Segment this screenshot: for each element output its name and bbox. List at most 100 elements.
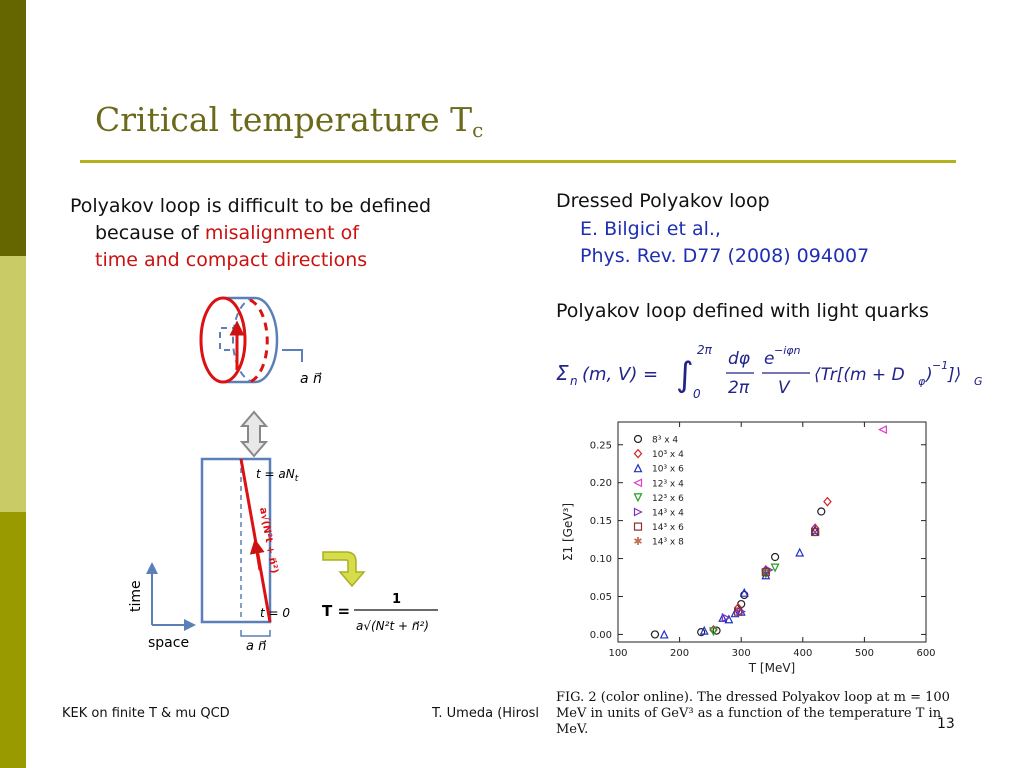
- left-text-highlight1: misalignment of: [204, 222, 359, 244]
- left-text-line2: because of misalignment of: [95, 220, 359, 246]
- axis-space-label: space: [148, 635, 189, 651]
- t-formula-denominator: a√(N²t + n⃗²): [356, 619, 429, 633]
- data-point: [810, 524, 820, 534]
- data-point: [712, 626, 721, 635]
- accent-band-middle: [0, 256, 26, 512]
- x-tick-label: 400: [793, 648, 812, 659]
- data-point: [810, 523, 820, 534]
- formula-tail-sub2: G: [974, 375, 983, 388]
- footer-left: KEK on finite T & mu QCD: [62, 706, 230, 721]
- data-point: [878, 425, 887, 435]
- formula-lhs: Σ: [556, 361, 569, 385]
- y-tick-label: 0.25: [590, 440, 612, 451]
- hook-arrow-icon: [322, 551, 366, 588]
- y-axis-label: Σ1 [GeV³]: [561, 503, 575, 561]
- data-point: [811, 527, 820, 537]
- reference-authors: E. Bilgici et al.,: [580, 218, 721, 240]
- legend-marker: [633, 448, 643, 459]
- data-point: [699, 625, 709, 635]
- y-tick-label: 0.10: [590, 554, 612, 565]
- legend-entry: 8³ x 4: [652, 436, 678, 446]
- formula-frac2-num: e: [764, 349, 774, 369]
- formula-tail-exp: −1: [932, 359, 948, 372]
- formula-upper: 2π: [697, 343, 713, 357]
- data-point: [709, 627, 718, 637]
- data-point: [770, 552, 780, 562]
- label-an-top: a n⃗: [300, 371, 322, 387]
- dressed-loop-chart: 100 200 300 400 500 600 0.00 0.05 0.10 0.15 0.20 0.…: [561, 421, 936, 675]
- title-divider: [80, 160, 956, 163]
- formula-frac1-den: 2π: [728, 378, 750, 398]
- data-point: [770, 563, 780, 573]
- figure-caption: FIG. 2 (color online). The dressed Polya…: [556, 690, 950, 737]
- legend-marker: [633, 434, 643, 444]
- legend-entry: 14³ x 6: [652, 523, 684, 533]
- formula-lower: 0: [693, 387, 701, 401]
- formula-frac2-exp: −iφn: [774, 344, 801, 357]
- diagonal-arrow-icon: [249, 538, 265, 571]
- t-formula-numerator: 1: [392, 592, 401, 607]
- data-point: [659, 629, 669, 639]
- legend-entry: 10³ x 4: [652, 450, 684, 460]
- x-tick-label: 300: [732, 648, 751, 659]
- y-tick-label: 0.05: [590, 592, 612, 603]
- data-point: [795, 547, 805, 557]
- formula-tail-sub: φ: [918, 375, 926, 388]
- footer-center: T. Umeda (Hirosl: [432, 706, 540, 721]
- legend-marker: [633, 493, 643, 503]
- t-formula-lhs: T =: [322, 602, 350, 620]
- bottom-bracket: [240, 630, 271, 637]
- y-tick-label: 0.20: [590, 478, 612, 489]
- legend-entry: 14³ x 4: [652, 509, 684, 519]
- reference-journal: Phys. Rev. D77 (2008) 094007: [580, 245, 870, 267]
- lattice-box: [200, 457, 272, 624]
- data-point: [730, 608, 740, 618]
- data-point: [739, 587, 749, 597]
- x-tick-label: 200: [670, 648, 689, 659]
- plot-frame: [617, 421, 927, 643]
- left-text-highlight2: time and compact directions: [95, 249, 368, 271]
- legend-marker: [633, 522, 643, 531]
- light-quarks-text: Polyakov loop defined with light quarks: [556, 300, 929, 322]
- polyakov-loop-diagram: a n⃗ t = aNt t = 0 a√(N²t + n⃗²) a n⃗ ti…: [128, 296, 438, 654]
- left-text-line1: Polyakov loop is difficult to be defined: [70, 195, 432, 217]
- formula-tail2: ): [924, 365, 933, 385]
- x-axis-label: T [MeV]: [748, 661, 795, 675]
- data-point: [721, 613, 731, 623]
- data-point: [650, 630, 660, 639]
- legend-entry: 12³ x 6: [652, 494, 684, 504]
- formula-tail3: ]⟩: [947, 365, 961, 385]
- formula-integral: ∫: [676, 355, 694, 395]
- dressed-loop-formula: Σ n (m, V) = ∫ 2π 0 dφ 2π e −iφn V ⟨Tr[(…: [556, 343, 983, 401]
- data-point: [823, 496, 832, 507]
- data-point: [761, 568, 770, 577]
- dressed-loop-heading: Dressed Polyakov loop: [556, 190, 770, 212]
- accent-band-top: [0, 0, 26, 256]
- slide-title: Critical temperature Tc: [95, 100, 484, 142]
- page-number: 13: [937, 716, 955, 732]
- accent-band-bottom: [0, 512, 26, 768]
- legend-entry: 12³ x 4: [652, 479, 684, 489]
- x-tick-label: 100: [608, 648, 627, 659]
- legend-marker: [633, 507, 643, 517]
- formula-tail: ⟨Tr[(m + D: [814, 365, 905, 385]
- legend-marker: [633, 478, 643, 488]
- formula-frac1-num: dφ: [728, 349, 751, 369]
- x-tick-label: 600: [916, 648, 935, 659]
- double-arrow-icon: [239, 410, 269, 458]
- label-t-top: t = aNt: [256, 467, 299, 484]
- axis-time-label: time: [128, 580, 144, 612]
- y-tick-label: 0.15: [590, 516, 612, 527]
- legend-marker: [633, 463, 643, 473]
- formula-frac2-den: V: [778, 378, 791, 398]
- data-point: [734, 607, 743, 616]
- legend-marker: ✱: [633, 535, 642, 548]
- formula-lhs-sub: n: [570, 374, 578, 388]
- cylinder-icon: [199, 296, 303, 384]
- left-text-line2-prefix: because of: [95, 222, 205, 244]
- data-point: [697, 628, 706, 637]
- title-subscript: c: [472, 118, 484, 142]
- x-tick-label: 500: [855, 648, 874, 659]
- y-tick-label: 0.00: [590, 630, 612, 641]
- legend-entry: 14³ x 8: [652, 538, 684, 548]
